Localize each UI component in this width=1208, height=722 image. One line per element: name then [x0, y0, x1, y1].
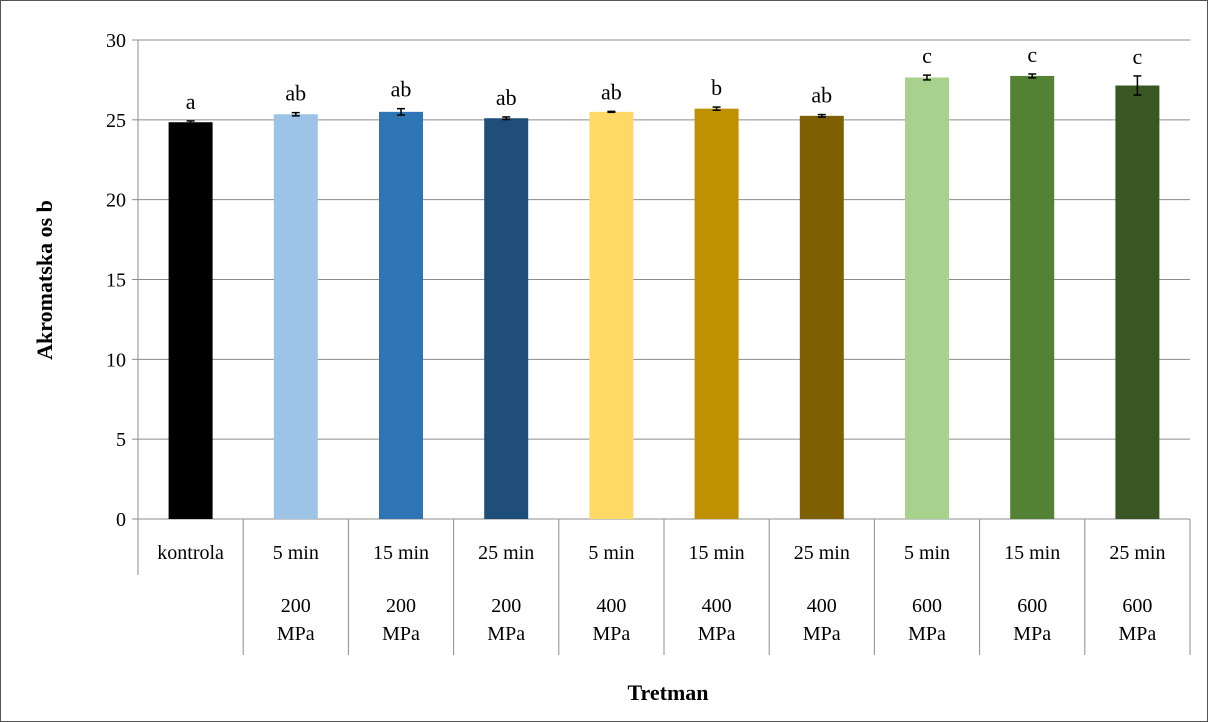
significance-labels: a ab ab ab ab b ab c c c: [186, 42, 1143, 114]
category-pressure-unit: MPa: [277, 623, 315, 645]
y-tick-label: 30: [106, 30, 126, 52]
y-tick-label: 0: [116, 509, 126, 531]
significance-label: ab: [811, 83, 832, 108]
x-axis-title: Tretman: [627, 680, 708, 705]
category-time-label: 5 min: [904, 542, 950, 564]
category-pressure-label: 200: [386, 595, 416, 617]
category-time-label: 5 min: [273, 542, 319, 564]
category-time-label: 15 min: [1004, 542, 1060, 564]
category-pressure-unit: MPa: [1013, 623, 1051, 645]
category-pressure-label: 400: [807, 595, 837, 617]
category-pressure-unit: MPa: [908, 623, 946, 645]
significance-label: c: [1027, 42, 1037, 67]
bar: [799, 115, 844, 519]
bar: [484, 118, 529, 519]
y-tick-label: 25: [106, 110, 126, 132]
category-pressure-label: 600: [1017, 595, 1047, 617]
category-time-label: 25 min: [1109, 542, 1165, 564]
category-time-label: 25 min: [794, 542, 850, 564]
category-pressure-label: 600: [912, 595, 942, 617]
y-tick-label: 15: [106, 270, 126, 292]
category-pressure-label: 200: [491, 595, 521, 617]
category-pressure-label: 400: [596, 595, 626, 617]
bar: [273, 114, 318, 520]
bar: [1115, 85, 1160, 519]
category-time-label: 15 min: [373, 542, 429, 564]
y-tick-label: 20: [106, 190, 126, 212]
y-axis-ticks: 0 5 10 15 20 25 30: [106, 30, 138, 531]
significance-label: c: [1133, 44, 1143, 69]
category-time-label: 5 min: [588, 542, 634, 564]
category-pressure-unit: MPa: [487, 623, 525, 645]
category-pressure-unit: MPa: [593, 623, 631, 645]
bars: [168, 75, 1160, 520]
bar: [589, 111, 634, 519]
significance-label: ab: [601, 79, 622, 104]
category-time-label: 15 min: [689, 542, 745, 564]
bar: [905, 77, 949, 519]
significance-label: c: [922, 43, 932, 68]
category-pressure-unit: MPa: [698, 623, 736, 645]
category-pressure-unit: MPa: [1119, 623, 1157, 645]
category-pressure-unit: MPa: [382, 623, 420, 645]
category-pressure-label: 600: [1122, 595, 1152, 617]
category-time-label: 25 min: [478, 542, 534, 564]
bar: [694, 108, 739, 519]
category-time-label: kontrola: [157, 542, 224, 564]
category-pressure-label: 400: [702, 595, 732, 617]
y-tick-label: 10: [106, 349, 126, 371]
significance-label: ab: [391, 77, 412, 102]
category-pressure-label: 200: [281, 595, 311, 617]
y-tick-label: 5: [116, 429, 126, 451]
category-pressure-unit: MPa: [803, 623, 841, 645]
y-axis-title: Akromatska os b: [32, 200, 57, 360]
significance-label: a: [186, 89, 196, 114]
category-labels: kontrola 5 min 200 MPa 15 min 200 MPa 25 min 200…: [137, 519, 1191, 655]
significance-label: b: [711, 75, 722, 100]
error-bars: [186, 73, 1142, 125]
significance-label: ab: [496, 85, 517, 110]
bar: [168, 122, 213, 519]
bar: [1010, 75, 1055, 520]
significance-label: ab: [285, 81, 306, 106]
bar: [379, 111, 423, 519]
